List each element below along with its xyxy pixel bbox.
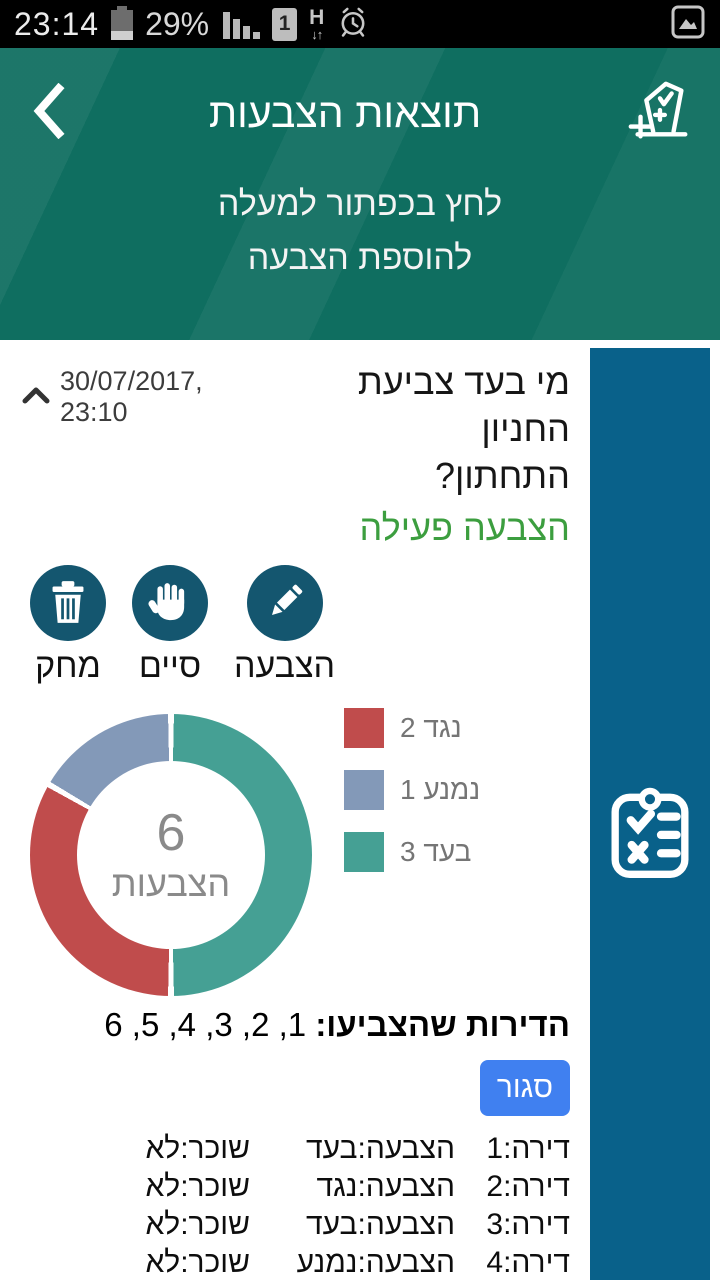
voters-label: הדירות שהצביעו: xyxy=(315,1006,570,1043)
table-cell-vote: הצבעה:נמנע xyxy=(296,1246,455,1279)
vote-button[interactable] xyxy=(246,565,323,641)
poll-card: מי בעד צביעת החניון התחתון? הצבעה פעילה … xyxy=(0,340,590,1280)
delete-label: מחק xyxy=(35,647,101,685)
table-cell-apartment: דירה:2 xyxy=(486,1170,570,1203)
poll-status-active: הצבעה פעילה xyxy=(359,507,570,548)
legend-item-against: נגד 2 xyxy=(344,708,480,748)
total-votes-value: 6 xyxy=(156,804,186,863)
signal-bars-icon xyxy=(223,9,261,39)
table-cell-apartment: דירה:3 xyxy=(486,1208,570,1241)
image-notification-icon xyxy=(670,4,706,45)
total-votes-label: הצבעות xyxy=(111,862,231,904)
network-h-icon: H ↓↑ xyxy=(309,6,325,42)
legend-label: נמנע 1 xyxy=(400,774,481,805)
legend-item-for: בעד 3 xyxy=(344,832,480,872)
alarm-clock-icon xyxy=(336,5,370,44)
table-cell-vote: הצבעה:נגד xyxy=(316,1170,455,1203)
vote-label: הצבעה xyxy=(234,647,336,685)
legend-swatch xyxy=(344,832,384,872)
legend-label: נגד 2 xyxy=(400,712,462,743)
legend-label: בעד 3 xyxy=(400,836,472,867)
trash-icon xyxy=(48,579,88,628)
question-line-1: מי בעד צביעת החניון xyxy=(357,361,570,449)
legend-swatch xyxy=(344,708,384,748)
status-bar: 23:14 29% 1 H ↓↑ xyxy=(0,0,720,48)
chart-legend: נגד 2 נמנע 1 בעד 3 xyxy=(344,708,480,894)
results-chart: 6 הצבעות נגד 2 נמנע 1 בעד 3 xyxy=(0,708,590,996)
status-time: 23:14 xyxy=(14,5,100,42)
table-cell-renter: שוכר:לא xyxy=(145,1208,250,1241)
vote-action: הצבעה xyxy=(234,565,335,686)
poll-actions: מחק סיים xyxy=(30,565,335,686)
table-cell-apartment: דירה:1 xyxy=(486,1132,570,1165)
table-cell-renter: שוכר:לא xyxy=(145,1246,250,1279)
battery-icon xyxy=(111,6,134,42)
page-title: תוצאות הצבעות xyxy=(208,90,482,136)
header: תוצאות הצבעות לחץ בכפתור למעלה להוספת הצ… xyxy=(0,48,720,340)
legend-item-abstain: נמנע 1 xyxy=(344,770,480,810)
back-button[interactable] xyxy=(30,82,66,144)
hint-line-2: להוספת הצבעה xyxy=(247,239,473,277)
table-cell-vote: הצבעה:בעד xyxy=(306,1208,455,1241)
collapse-button[interactable] xyxy=(22,386,50,409)
legend-swatch xyxy=(344,770,384,810)
battery-percent: 29% xyxy=(145,5,210,42)
finish-label: סיים xyxy=(138,647,202,685)
hint-line-1: לחץ בכפתור למעלה xyxy=(217,185,503,223)
voters-line: הדירות שהצביעו: 1, 2, 3, 4, 5, 6 xyxy=(0,1006,590,1044)
question-line-2: התחתון? xyxy=(435,455,570,496)
drawer-toggle[interactable] xyxy=(590,348,710,1280)
sim-card-icon: 1 xyxy=(272,7,298,41)
delete-button[interactable] xyxy=(30,565,106,641)
poll-date: 30/07/2017, 23:10 xyxy=(60,366,203,427)
close-button[interactable]: סגור xyxy=(479,1060,570,1116)
header-hint: לחץ בכפתור למעלה להוספת הצבעה xyxy=(0,177,720,285)
donut-center: 6 הצבעות xyxy=(77,761,265,949)
table-cell-apartment: דירה:4 xyxy=(486,1246,570,1279)
voters-values: 1, 2, 3, 4, 5, 6 xyxy=(104,1006,307,1043)
finish-button[interactable] xyxy=(132,565,208,641)
delete-action: מחק xyxy=(30,565,106,686)
hand-icon xyxy=(148,580,192,627)
pencil-icon xyxy=(264,581,306,626)
table-cell-renter: שוכר:לא xyxy=(145,1170,250,1203)
finish-action: סיים xyxy=(132,565,208,686)
sim-slot-number: 1 xyxy=(278,12,291,35)
votes-table: דירה:1 הצבעה:בעד שוכר:לא דירה:2 הצבעה:נג… xyxy=(0,1130,590,1280)
table-cell-renter: שוכר:לא xyxy=(145,1132,250,1165)
checklist-clipboard-icon xyxy=(606,348,694,1280)
poll-question: מי בעד צביעת החניון התחתון? הצבעה פעילה xyxy=(269,358,570,551)
donut-chart: 6 הצבעות xyxy=(30,714,312,996)
table-cell-vote: הצבעה:בעד xyxy=(306,1132,455,1165)
add-vote-button[interactable] xyxy=(624,76,694,151)
